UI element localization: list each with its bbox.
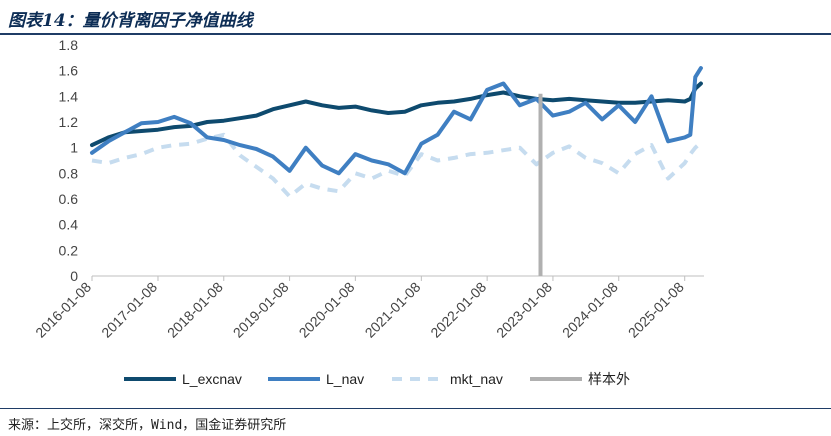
x-tick-label: 2022-01-08 xyxy=(427,279,489,341)
series-layer xyxy=(90,66,703,276)
y-tick-label: 0.8 xyxy=(59,165,79,181)
x-tick-label: 2023-01-08 xyxy=(493,279,555,341)
figure-title: 图表14：量价背离因子净值曲线 xyxy=(8,11,253,31)
legend-label: mkt_nav xyxy=(450,371,503,387)
y-tick-label: 0 xyxy=(70,268,78,284)
legend-label: L_excnav xyxy=(182,371,242,387)
y-axis: 0 0.2 0.4 0.6 0.8 1 1.2 1.4 1.6 1.8 xyxy=(59,37,79,284)
nav-line-chart: 00.20.40.60.811.21.41.61.8 2016-01-08 201… xyxy=(32,37,704,387)
y-tick-label: 1.2 xyxy=(59,114,79,130)
y-tick-label: 0.6 xyxy=(59,191,79,207)
x-tick-label: 2021-01-08 xyxy=(362,279,424,341)
x-tick-label: 2019-01-08 xyxy=(230,279,292,341)
series-line-l-excnav xyxy=(90,81,703,148)
x-tick-label: 2025-01-08 xyxy=(625,279,687,341)
x-tick-label: 2024-01-08 xyxy=(559,279,621,341)
y-tick-label: 1.4 xyxy=(59,88,79,104)
legend-label: 样本外 xyxy=(588,371,630,387)
y-tick-label: 0.2 xyxy=(59,242,79,258)
source-note: 来源：上交所，深交所，Wind，国金证券研究所 xyxy=(8,418,287,433)
y-tick-label: 1.6 xyxy=(59,63,79,79)
y-tick-label: 0.4 xyxy=(59,217,79,233)
series-line-mkt-nav xyxy=(91,132,703,199)
chart-legend: L_excnav L_nav mkt_nav 样本外 xyxy=(124,371,630,387)
x-tick-label: 2018-01-08 xyxy=(164,279,226,341)
x-tick-label: 2016-01-08 xyxy=(32,279,94,341)
series-line-l-nav xyxy=(90,66,703,176)
title-divider xyxy=(0,33,831,35)
footer-divider xyxy=(0,408,831,409)
x-tick-label: 2017-01-08 xyxy=(98,279,160,341)
y-tick-label: 1 xyxy=(70,140,78,156)
x-axis: 2016-01-08 2017-01-08 2018-01-08 2019-01-08… xyxy=(32,275,704,341)
legend-label: L_nav xyxy=(326,371,364,387)
y-tick-label: 1.8 xyxy=(59,37,79,53)
x-tick-label: 2020-01-08 xyxy=(296,279,358,341)
